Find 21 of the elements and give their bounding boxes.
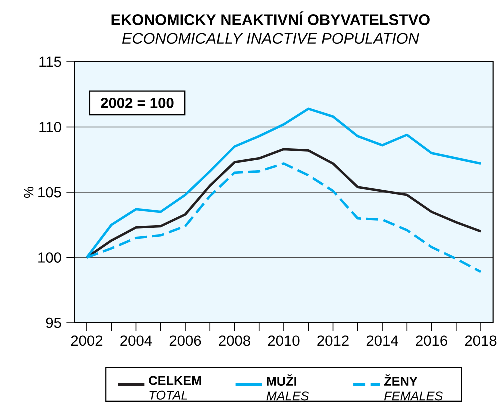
x-tick-label: 2014 (366, 336, 398, 346)
x-tick-label: 2018 (465, 336, 497, 346)
legend-label: CELKEM TOTAL (149, 376, 202, 400)
y-tick-label: 110 (40, 122, 62, 132)
x-tick-label: 2016 (416, 336, 448, 346)
annotation: 2002 = 100 (101, 98, 174, 108)
y-axis-title: % (24, 187, 34, 198)
chart-subtitle: ECONOMICALLY INACTIVE POPULATION (122, 33, 420, 44)
y-tick-label: 95 (46, 318, 62, 328)
x-tick-label: 2010 (268, 336, 300, 346)
legend-label: MUŽI MALES (266, 374, 310, 401)
x-tick-label: 2006 (170, 336, 202, 346)
x-tick-label: 2008 (219, 336, 250, 346)
x-tick-label: 2004 (120, 336, 152, 346)
chart-title: EKONOMICKY NEAKTIVNÍ OBYVATELSTVO (112, 12, 430, 26)
x-tick-label: 2012 (318, 336, 349, 346)
y-tick-label: 100 (38, 252, 62, 263)
legend-label: ŽENY FEMALES (384, 374, 444, 401)
y-tick-label: 105 (38, 187, 62, 198)
x-tick-label: 2002 (71, 336, 103, 346)
y-tick-label: 115 (40, 56, 62, 68)
